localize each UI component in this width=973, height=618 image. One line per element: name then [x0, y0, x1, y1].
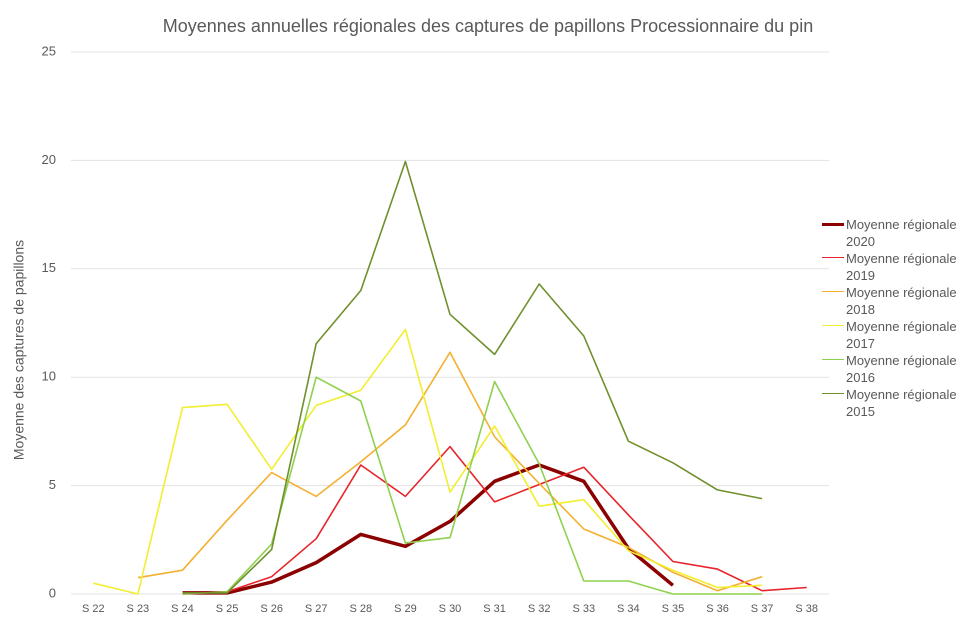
legend-swatch: [822, 291, 844, 292]
x-tick-label: S 31: [483, 603, 506, 615]
y-tick-label: 5: [49, 477, 56, 492]
x-tick-label: S 26: [260, 603, 283, 615]
x-tick-label: S 29: [394, 603, 417, 615]
legend: Moyenne régionale 2020 Moyenne régionale …: [822, 216, 967, 420]
y-tick-label: 25: [42, 43, 56, 58]
y-tick-label: 20: [42, 152, 56, 167]
legend-label: Moyenne régionale 2020: [846, 217, 957, 249]
chart-title: Moyennes annuelles régionales des captur…: [163, 16, 813, 36]
series-line: [137, 351, 763, 592]
x-tick-label: S 32: [528, 603, 551, 615]
legend-label: Moyenne régionale 2018: [846, 285, 957, 317]
legend-label: Moyenne régionale 2017: [846, 319, 957, 351]
legend-item: Moyenne régionale 2016: [822, 352, 967, 386]
legend-swatch: [822, 257, 844, 258]
x-tick-label: S 30: [439, 603, 462, 615]
legend-label: Moyenne régionale 2015: [846, 387, 957, 419]
legend-swatch: [822, 325, 844, 326]
y-tick-label: 15: [42, 260, 56, 275]
legend-item: Moyenne régionale 2019: [822, 250, 967, 284]
x-tick-label: S 34: [617, 603, 640, 615]
legend-label: Moyenne régionale 2019: [846, 251, 957, 283]
series-line: [182, 463, 675, 595]
series-line: [182, 445, 807, 595]
x-tick-label: S 25: [216, 603, 239, 615]
x-tick-label: S 37: [751, 603, 774, 615]
x-tick-label: S 36: [706, 603, 729, 615]
x-tick-label: S 22: [82, 603, 105, 615]
legend-item: Moyenne régionale 2015: [822, 386, 967, 420]
legend-label: Moyenne régionale 2016: [846, 353, 957, 385]
legend-swatch: [822, 359, 844, 360]
x-tick-label: S 35: [662, 603, 685, 615]
legend-item: Moyenne régionale 2020: [822, 216, 967, 250]
legend-swatch: [822, 393, 844, 394]
x-tick-label: S 33: [572, 603, 595, 615]
x-tick-label: S 28: [350, 603, 373, 615]
y-tick-label: 0: [49, 585, 56, 600]
x-tick-label: S 27: [305, 603, 328, 615]
legend-swatch: [822, 223, 844, 226]
y-axis-label: Moyenne des captures de papillons: [11, 240, 27, 460]
y-tick-label: 10: [42, 369, 56, 384]
legend-item: Moyenne régionale 2017: [822, 318, 967, 352]
x-tick-label: S 38: [795, 603, 818, 615]
series-line: [182, 160, 763, 594]
legend-item: Moyenne régionale 2018: [822, 284, 967, 318]
x-tick-label: S 23: [127, 603, 150, 615]
series-line: [93, 328, 763, 595]
x-tick-label: S 24: [171, 603, 194, 615]
